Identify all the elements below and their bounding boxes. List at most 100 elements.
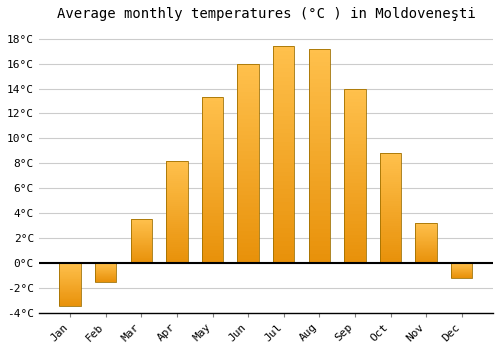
Bar [202, 114, 223, 117]
Bar [308, 164, 330, 169]
Bar [130, 255, 152, 256]
Bar [344, 252, 366, 256]
Bar [60, 271, 81, 272]
Bar [166, 248, 188, 251]
Bar [130, 234, 152, 235]
Bar [380, 177, 401, 180]
Bar [308, 104, 330, 108]
Bar [416, 253, 437, 254]
Bar [380, 243, 401, 245]
Bar [95, 280, 116, 281]
Bar [202, 173, 223, 177]
Bar [166, 179, 188, 181]
Bar [273, 245, 294, 250]
Bar [166, 210, 188, 212]
Bar [308, 108, 330, 113]
Bar [166, 208, 188, 210]
Bar [344, 256, 366, 259]
Bar [202, 157, 223, 160]
Bar [130, 227, 152, 228]
Bar [60, 296, 81, 297]
Bar [273, 159, 294, 163]
Bar [202, 183, 223, 187]
Bar [344, 179, 366, 183]
Bar [416, 232, 437, 233]
Bar [238, 167, 259, 171]
Bar [202, 150, 223, 154]
Bar [166, 206, 188, 208]
Bar [202, 250, 223, 253]
Bar [166, 181, 188, 183]
Bar [202, 243, 223, 246]
Bar [273, 77, 294, 81]
Bar [416, 231, 437, 232]
Bar [130, 238, 152, 239]
Bar [60, 263, 81, 306]
Bar [380, 208, 401, 210]
Bar [344, 207, 366, 211]
Bar [60, 288, 81, 289]
Bar [130, 230, 152, 231]
Bar [380, 153, 401, 263]
Bar [416, 246, 437, 247]
Bar [308, 130, 330, 134]
Bar [202, 160, 223, 163]
Bar [60, 263, 81, 264]
Bar [344, 137, 366, 141]
Bar [380, 245, 401, 247]
Bar [130, 248, 152, 249]
Bar [380, 160, 401, 162]
Bar [416, 227, 437, 228]
Bar [60, 264, 81, 265]
Bar [344, 127, 366, 130]
Bar [238, 223, 259, 227]
Bar [130, 251, 152, 252]
Bar [130, 262, 152, 263]
Bar [166, 161, 188, 263]
Bar [344, 158, 366, 162]
Bar [95, 276, 116, 277]
Bar [238, 111, 259, 116]
Bar [273, 107, 294, 111]
Bar [273, 90, 294, 94]
Bar [380, 237, 401, 239]
Bar [238, 219, 259, 223]
Bar [416, 223, 437, 263]
Bar [130, 219, 152, 263]
Bar [416, 228, 437, 229]
Bar [380, 153, 401, 155]
Bar [416, 224, 437, 225]
Bar [130, 249, 152, 250]
Bar [238, 116, 259, 119]
Bar [202, 117, 223, 120]
Bar [273, 146, 294, 150]
Bar [60, 270, 81, 271]
Bar [166, 220, 188, 222]
Bar [60, 279, 81, 280]
Bar [130, 261, 152, 262]
Bar [238, 207, 259, 211]
Bar [308, 173, 330, 177]
Bar [202, 144, 223, 147]
Bar [238, 99, 259, 104]
Bar [166, 238, 188, 240]
Bar [166, 199, 188, 202]
Bar [380, 162, 401, 164]
Bar [308, 75, 330, 79]
Bar [308, 143, 330, 147]
Bar [130, 225, 152, 226]
Bar [60, 283, 81, 284]
Bar [202, 223, 223, 226]
Bar [60, 286, 81, 287]
Bar [273, 250, 294, 254]
Bar [344, 172, 366, 176]
Bar [130, 252, 152, 253]
Bar [166, 189, 188, 191]
Bar [202, 187, 223, 190]
Bar [166, 257, 188, 259]
Bar [95, 269, 116, 270]
Bar [238, 107, 259, 111]
Bar [273, 172, 294, 176]
Bar [95, 275, 116, 276]
Bar [202, 167, 223, 170]
